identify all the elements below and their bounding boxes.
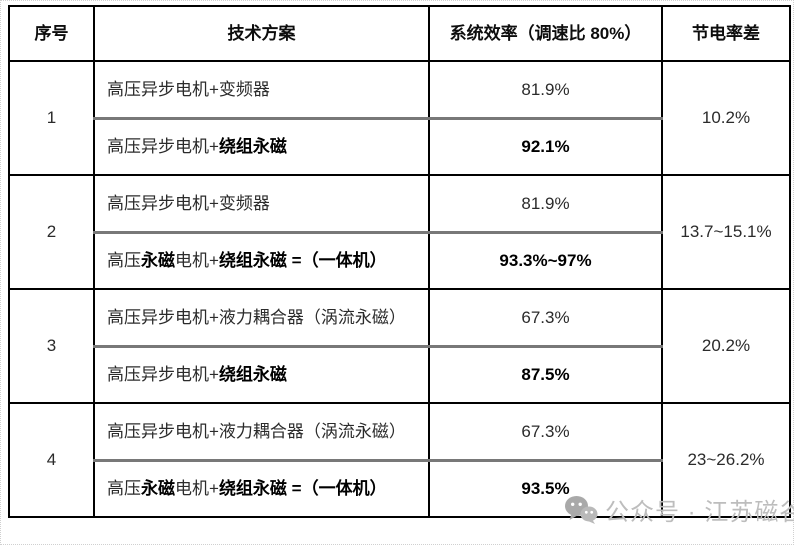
saving-cell: 10.2% [661, 60, 791, 176]
efficiency-cell: 87.5% [428, 345, 663, 404]
scheme-text-part: 高压 [107, 479, 141, 499]
header-cell-saving: 节电率差 [661, 5, 791, 62]
efficiency-cell: 93.5% [428, 459, 663, 518]
table-row: 高压永磁电机+绕组永磁 =（一体机） 93.3%~97% [9, 231, 790, 290]
table-row: 高压异步电机+绕组永磁 87.5% [9, 345, 790, 404]
scheme-text-part: 永磁 [141, 479, 175, 499]
saving-cell: 23~26.2% [661, 402, 791, 518]
efficiency-cell: 67.3% [428, 402, 663, 462]
index-cell: 1 [8, 60, 95, 176]
index-cell: 3 [8, 288, 95, 404]
scheme-text-part: 电机+ [175, 251, 219, 271]
scheme-cell: 高压异步电机+绕组永磁 [93, 117, 430, 176]
scheme-cell: 高压异步电机+绕组永磁 [93, 345, 430, 404]
efficiency-cell: 81.9% [428, 60, 663, 120]
scheme-text-part: 绕组永磁 [218, 137, 287, 157]
table-row: 3 高压异步电机+液力耦合器（涡流永磁） 67.3% 20.2% [8, 288, 791, 404]
table-row: 高压永磁电机+绕组永磁 =（一体机） 93.5% [9, 459, 790, 518]
scheme-text-part: 高压异步电机+变频器 [107, 79, 270, 99]
index-cell: 2 [8, 174, 95, 290]
index-cell: 4 [8, 402, 95, 518]
header-cell-index: 序号 [8, 5, 95, 62]
scheme-text-part: 高压异步电机+液力耦合器（涡流永磁） [107, 421, 406, 441]
scheme-text-part: 高压 [107, 251, 141, 271]
scheme-cell: 高压异步电机+液力耦合器（涡流永磁） [93, 402, 430, 462]
efficiency-cell: 92.1% [428, 117, 663, 176]
header-cell-efficiency: 系统效率（调速比 80%） [428, 5, 663, 62]
scheme-cell: 高压异步电机+变频器 [93, 174, 430, 234]
header-row: 序号 技术方案 系统效率（调速比 80%） 节电率差 [8, 5, 791, 62]
scheme-text-part: 电机+ [175, 479, 219, 499]
saving-cell: 20.2% [661, 288, 791, 404]
scheme-text-part: 永磁 [141, 251, 175, 271]
table-row: 高压异步电机+绕组永磁 92.1% [9, 117, 790, 176]
scheme-cell: 高压异步电机+液力耦合器（涡流永磁） [93, 288, 430, 348]
efficiency-cell: 67.3% [428, 288, 663, 348]
table-row: 4 高压异步电机+液力耦合器（涡流永磁） 67.3% 23~26.2% [8, 402, 791, 518]
scheme-text-part: 高压异步电机+ [107, 137, 219, 157]
scheme-text-part: 高压异步电机+变频器 [107, 193, 270, 213]
scheme-cell: 高压永磁电机+绕组永磁 =（一体机） [93, 459, 430, 518]
header-cell-scheme: 技术方案 [93, 5, 430, 62]
scheme-text-part: 高压异步电机+液力耦合器（涡流永磁） [107, 307, 406, 327]
efficiency-cell: 93.3%~97% [428, 231, 663, 290]
table-row: 1 高压异步电机+变频器 81.9% 10.2% [8, 60, 791, 176]
scheme-text-part: 绕组永磁 =（一体机） [218, 479, 387, 499]
saving-cell: 13.7~15.1% [661, 174, 791, 290]
scheme-text-part: 绕组永磁 =（一体机） [218, 251, 387, 271]
scheme-text-part: 高压异步电机+ [107, 365, 219, 385]
scheme-text-part: 绕组永磁 [218, 365, 287, 385]
scheme-cell: 高压永磁电机+绕组永磁 =（一体机） [93, 231, 430, 290]
scheme-cell: 高压异步电机+变频器 [93, 60, 430, 120]
table-row: 2 高压异步电机+变频器 81.9% 13.7~15.1% [8, 174, 791, 290]
efficiency-cell: 81.9% [428, 174, 663, 234]
efficiency-comparison-table: 序号 技术方案 系统效率（调速比 80%） 节电率差 1 高压异步电机+变频器 … [8, 5, 791, 518]
